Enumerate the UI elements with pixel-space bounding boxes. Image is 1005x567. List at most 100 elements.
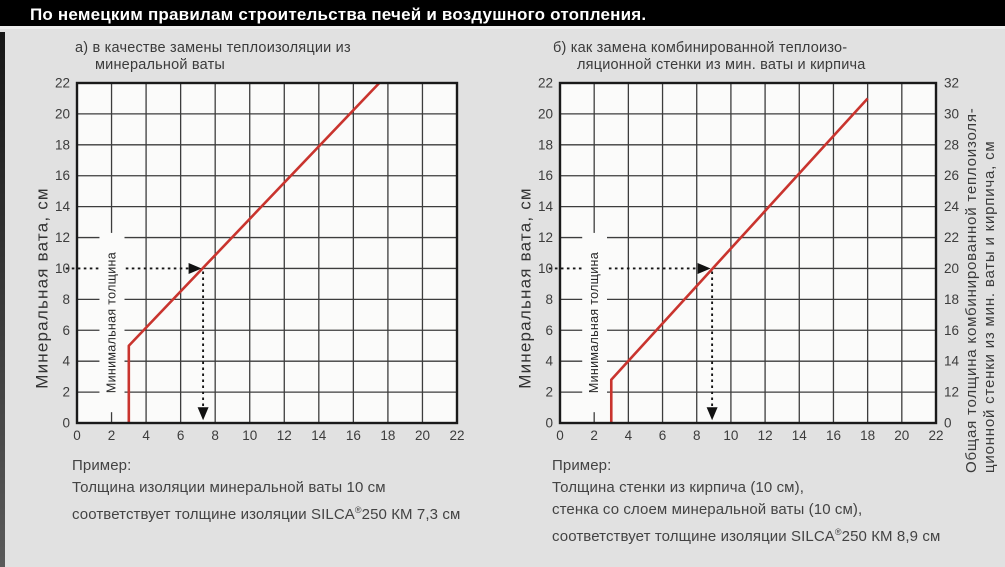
plot-border: [75, 81, 459, 425]
y-tick-label: 20: [55, 106, 70, 121]
plot-background: [560, 83, 936, 423]
x-tick-label: 18: [380, 428, 395, 443]
y-tick-label: 16: [55, 168, 70, 183]
y-tick-label: 12: [55, 230, 70, 245]
arrowhead-down-icon: [197, 407, 209, 421]
x-tick-label: 12: [758, 428, 773, 443]
right-axis-title-line2: ционной стенки из мин. ваты и кирпича, с…: [980, 140, 998, 473]
right-y-tick-label: 16: [944, 323, 959, 338]
example-b-line4: соответствует толщине изоляции SILCA®250…: [552, 527, 941, 545]
chart-b-example: Пример: Толщина стенки из кирпича (10 см…: [552, 455, 940, 548]
chart-b-title-line2: ляционной стенки из мин. ваты и кирпича: [577, 57, 866, 73]
y-tick-label: 18: [55, 137, 70, 152]
y-tick-label: 6: [545, 323, 553, 338]
x-tick-label: 22: [449, 428, 464, 443]
x-tick-label: 16: [826, 428, 841, 443]
y-tick-label: 14: [55, 199, 71, 214]
right-y-tick-label: 30: [944, 106, 959, 121]
y-tick-label: 14: [538, 199, 554, 214]
y-tick-label: 10: [55, 261, 70, 276]
right-y-tick-label: 12: [944, 385, 959, 400]
right-y-tick-label: 26: [944, 168, 959, 183]
x-tick-label: 0: [73, 428, 81, 443]
silca-line: [609, 97, 869, 423]
y-tick-label: 6: [62, 323, 70, 338]
y-tick-label: 8: [545, 292, 553, 307]
min-thickness-label: Минимальная толщина: [104, 252, 118, 393]
example-b-line3: стенка со слоем минеральной ваты (10 см)…: [552, 501, 863, 518]
y-tick-label: 2: [62, 385, 70, 400]
y-axis-title: Минеральная вата, см: [32, 187, 51, 389]
x-tick-label: 6: [177, 428, 185, 443]
min-thickness-label: Минимальная толщина: [587, 252, 601, 393]
page-title: По немецким правилам строительства печей…: [30, 5, 647, 24]
x-tick-label: 20: [415, 428, 430, 443]
x-tick-label: 0: [556, 428, 564, 443]
min-thickness-label-box: [99, 232, 125, 413]
chart-a-example: Пример: Толщина изоляции минеральной ват…: [72, 455, 460, 526]
y-tick-label: 0: [62, 416, 70, 431]
right-y-tick-label: 32: [944, 76, 959, 91]
example-a-line3: соответствует толщине изоляции SILCA®250…: [72, 505, 461, 523]
y-tick-label: 4: [545, 354, 553, 369]
right-y-tick-label: 0: [944, 416, 952, 431]
arrowhead-right-icon: [697, 262, 711, 274]
plot-border: [558, 81, 938, 425]
y-tick-label: 22: [538, 76, 553, 91]
left-edge-strip: [0, 32, 5, 567]
right-axis-title-line1: Общая толщина комбинированной теплоизоля…: [963, 107, 980, 473]
example-b-line1: Пример:: [552, 457, 612, 474]
plot-background: [77, 83, 457, 423]
chart-b-title-line1: б) как замена комбинированной теплоизо-: [553, 40, 848, 56]
right-y-tick-label: 18: [944, 292, 959, 307]
chart-a-title: а) в качестве замены теплоизоляции из ми…: [75, 40, 351, 74]
y-tick-label: 0: [545, 416, 553, 431]
chart-a-title-line2: минеральной ваты: [95, 57, 226, 73]
y-tick-label: 18: [538, 137, 553, 152]
y-tick-label: 2: [545, 385, 553, 400]
example-a-line1: Пример:: [72, 457, 132, 474]
y-tick-label: 20: [538, 106, 553, 121]
chart-b-title: б) как замена комбинированной теплоизо- …: [553, 40, 866, 74]
right-y-tick-label: 20: [944, 261, 959, 276]
x-tick-label: 10: [723, 428, 738, 443]
y-tick-label: 16: [538, 168, 553, 183]
registered-mark: ®: [834, 527, 842, 537]
x-tick-label: 2: [590, 428, 598, 443]
x-tick-label: 6: [659, 428, 667, 443]
registered-mark: ®: [354, 505, 362, 515]
x-tick-label: 2: [108, 428, 116, 443]
right-y-tick-label: 14: [944, 354, 960, 369]
x-tick-label: 4: [625, 428, 633, 443]
y-axis-title: Минеральная вата, см: [515, 187, 534, 389]
y-tick-label: 4: [62, 354, 70, 369]
x-tick-label: 20: [894, 428, 909, 443]
right-y-tick-label: 24: [944, 199, 960, 214]
chart-a-title-line1: а) в качестве замены теплоизоляции из: [75, 40, 351, 56]
x-tick-label: 8: [693, 428, 701, 443]
x-tick-label: 4: [142, 428, 150, 443]
x-tick-label: 22: [928, 428, 943, 443]
silca-line: [127, 82, 381, 423]
right-y-tick-label: 22: [944, 230, 959, 245]
example-a-line2: Толщина изоляции минеральной ваты 10 см: [72, 479, 386, 496]
chart-b-right-axis-title: Общая толщина комбинированной теплоизоля…: [963, 58, 1001, 475]
x-tick-label: 16: [346, 428, 361, 443]
right-y-tick-label: 28: [944, 137, 959, 152]
y-tick-label: 12: [538, 230, 553, 245]
example-b-line2: Толщина стенки из кирпича (10 см),: [552, 479, 804, 496]
min-thickness-label-box: [582, 232, 607, 413]
x-tick-label: 8: [211, 428, 219, 443]
header-bar: По немецким правилам строительства печей…: [0, 0, 1005, 29]
arrowhead-right-icon: [188, 262, 202, 274]
x-tick-label: 12: [277, 428, 292, 443]
y-tick-label: 22: [55, 76, 70, 91]
x-tick-label: 14: [792, 428, 808, 443]
y-tick-label: 10: [538, 261, 553, 276]
arrowhead-down-icon: [706, 407, 718, 421]
x-tick-label: 14: [311, 428, 327, 443]
x-tick-label: 18: [860, 428, 875, 443]
y-tick-label: 8: [62, 292, 70, 307]
